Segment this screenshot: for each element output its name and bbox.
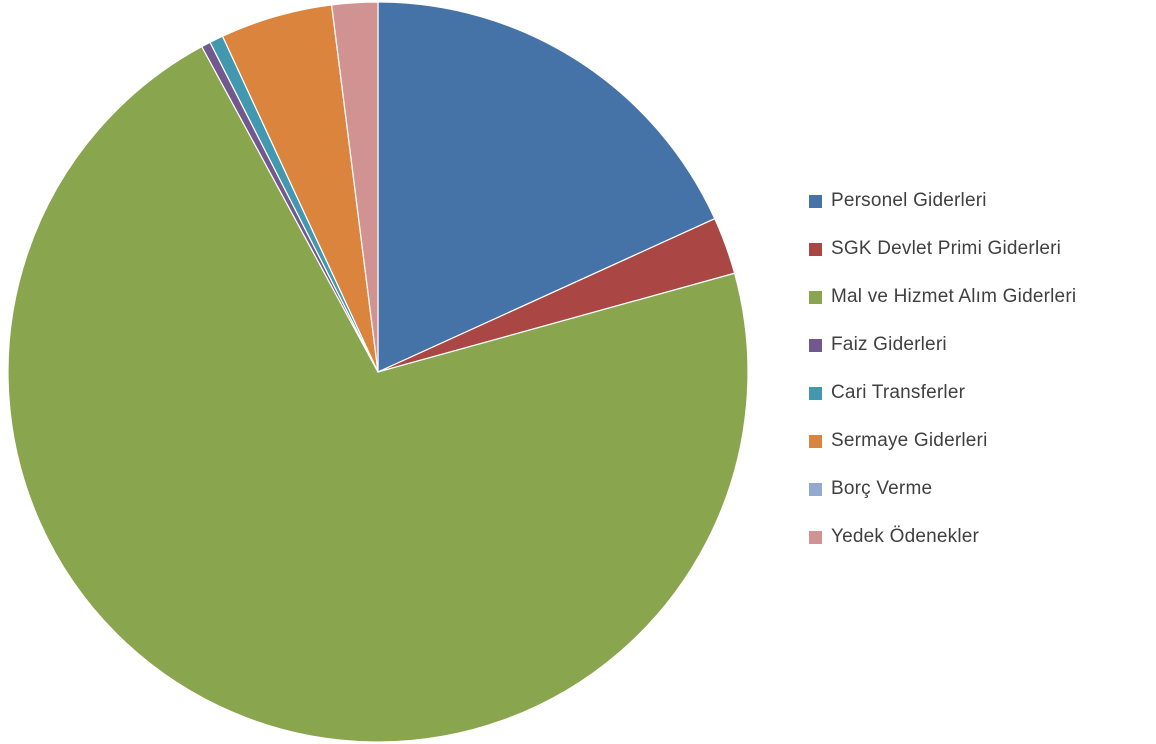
legend-swatch (809, 290, 822, 304)
legend-item-sermaye-giderleri: Sermaye Giderleri (809, 429, 1076, 453)
legend-item-personel-giderleri: Personel Giderleri (809, 189, 1076, 213)
pie-chart (7, 1, 749, 743)
legend-label: Mal ve Hizmet Alım Giderleri (831, 286, 1077, 307)
legend-label: Yedek Ödenekler (831, 526, 980, 547)
legend-swatch (809, 242, 822, 256)
legend-item-cari-transferler: Cari Transferler (809, 381, 1076, 405)
legend-label: SGK Devlet Primi Giderleri (831, 238, 1062, 259)
legend-item-faiz-giderleri: Faiz Giderleri (809, 333, 1076, 357)
legend-item-borc-verme: Borç Verme (809, 477, 1076, 501)
legend-item-yedek-odenekler: Yedek Ödenekler (809, 525, 1076, 549)
chart-legend: Personel Giderleri SGK Devlet Primi Gider… (809, 189, 1076, 573)
legend-swatch (809, 434, 822, 448)
pie-slice-personel-giderleri (377, 1, 716, 373)
legend-item-mal-ve-hizmet-alim-giderleri: Mal ve Hizmet Alım Giderleri (809, 285, 1076, 309)
pie-slice-yedek-odenekler (331, 1, 379, 373)
legend-label: Faiz Giderleri (831, 334, 947, 355)
legend-swatch (809, 386, 822, 400)
legend-label: Personel Giderleri (831, 190, 987, 211)
legend-swatch (809, 194, 822, 208)
legend-item-sgk-devlet-primi-giderleri: SGK Devlet Primi Giderleri (809, 237, 1076, 261)
legend-label: Cari Transferler (831, 382, 966, 403)
legend-swatch (809, 482, 822, 496)
legend-swatch (809, 338, 822, 352)
pie-slice-mal-ve-hizmet-alim-giderleri (7, 46, 749, 743)
legend-label: Sermaye Giderleri (831, 430, 988, 451)
legend-label: Borç Verme (831, 478, 933, 499)
legend-swatch (809, 530, 822, 544)
